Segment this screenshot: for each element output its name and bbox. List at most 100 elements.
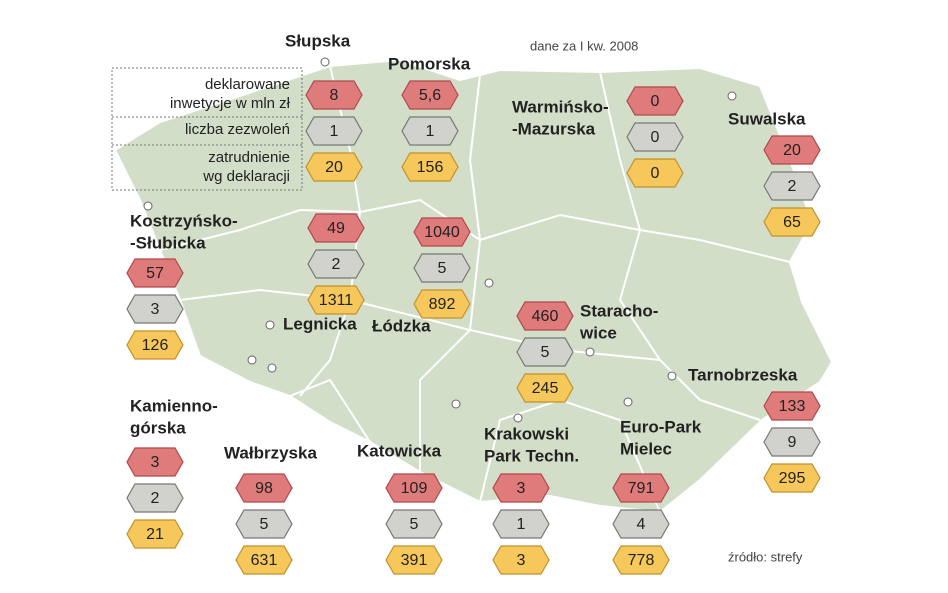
investment-value: 791 (628, 480, 655, 497)
zone: Euro-Park Mielec 791 4 778 (612, 397, 702, 575)
zones: Słupska8120Pomorska5,61156Warmińsko--Maz… (126, 31, 821, 575)
employment-value: 631 (251, 552, 278, 569)
employment-value: 295 (779, 470, 806, 487)
permits-value: 0 (651, 129, 660, 146)
legend-label: wg deklaracji (202, 168, 290, 185)
source: źródło: strefy (728, 549, 803, 564)
permits-hex (413, 253, 471, 283)
permits-value: 9 (788, 434, 797, 451)
permits-hex (516, 337, 574, 367)
city-marker (585, 347, 595, 357)
permits-value: 5 (541, 344, 550, 361)
permits-value: 1 (330, 123, 339, 140)
permits-value: 5 (410, 516, 419, 533)
employment-hex (401, 152, 459, 182)
investment-hex (385, 473, 443, 503)
employment-hex (626, 158, 684, 188)
zone: Staracho-wice 460 5 245 (516, 301, 658, 403)
city-marker (667, 371, 677, 381)
zone-name: Mielec (620, 439, 672, 458)
legend-label: deklarowane (205, 76, 290, 93)
city-marker (484, 278, 494, 288)
zone-name: Krakowski (484, 424, 569, 443)
employment-hex (235, 545, 293, 575)
permits-value: 3 (151, 301, 160, 318)
investment-value: 1040 (424, 224, 460, 241)
zone: Kamienno-górska 3 2 21 (126, 355, 257, 549)
permits-hex (401, 116, 459, 146)
permits-value: 5 (260, 516, 269, 533)
zone: Kostrzyńsko- -Słubicka 57 3 126 (126, 201, 238, 360)
investment-value: 5,6 (419, 87, 441, 104)
zone-name: -Słubicka (130, 233, 206, 252)
city-marker (513, 413, 523, 423)
city-marker (320, 57, 330, 67)
zone-name: -Mazurska (512, 119, 596, 138)
zone-name: Słupska (285, 31, 351, 50)
zone: Warmińsko- -Mazurska 0 0 0 (512, 86, 684, 188)
permits-hex (307, 249, 365, 279)
permits-value: 2 (151, 490, 160, 507)
zone: Tarnobrzeska 133 9 295 (667, 365, 821, 493)
employment-value: 156 (417, 159, 444, 176)
zone-name: Euro-Park (620, 417, 702, 436)
investment-value: 3 (151, 454, 160, 471)
region-borders (159, 65, 791, 513)
permits-value: 2 (788, 178, 797, 195)
employment-hex (516, 373, 574, 403)
permits-hex (305, 116, 363, 146)
city-marker (247, 355, 257, 365)
investment-hex (626, 86, 684, 116)
zone: Legnicka 49 2 1311 (265, 213, 365, 333)
zone: Słupska 8 1 20 (285, 31, 363, 182)
legend: deklarowane inwetycje w mln zł liczba zezw… (112, 76, 302, 185)
investment-value: 8 (330, 87, 339, 104)
employment-value: 126 (142, 337, 169, 354)
permits-value: 2 (332, 256, 341, 273)
zone-name: Park Techn. (484, 446, 579, 465)
zone: Łódzka 1040 5 892 (372, 217, 494, 335)
permits-hex (126, 483, 184, 513)
permits-hex (492, 509, 550, 539)
employment-hex (612, 545, 670, 575)
employment-hex (385, 545, 443, 575)
zone-name: Suwalska (728, 109, 806, 128)
employment-value: 778 (628, 552, 655, 569)
investment-hex (401, 80, 459, 110)
investment-value: 98 (255, 480, 273, 497)
investment-hex (305, 80, 363, 110)
investment-hex (763, 391, 821, 421)
permits-hex (763, 427, 821, 457)
employment-value: 0 (651, 165, 660, 182)
permits-value: 1 (517, 516, 526, 533)
zone-name: Staracho- (580, 301, 658, 320)
investment-value: 133 (779, 398, 806, 415)
investment-hex (612, 473, 670, 503)
zone-name: Łódzka (372, 316, 431, 335)
employment-hex (763, 207, 821, 237)
investment-hex (413, 217, 471, 247)
investment-value: 0 (651, 93, 660, 110)
employment-hex (126, 330, 184, 360)
permits-value: 5 (438, 260, 447, 277)
employment-value: 391 (401, 552, 428, 569)
date-note: dane za I kw. 2008 (530, 38, 638, 53)
permits-value: 1 (426, 123, 435, 140)
permits-hex (126, 294, 184, 324)
employment-hex (492, 545, 550, 575)
zone: Pomorska 5,6 1 156 (388, 54, 471, 182)
permits-hex (385, 509, 443, 539)
employment-value: 3 (517, 552, 526, 569)
permits-hex (235, 509, 293, 539)
zone-name: górska (130, 418, 186, 437)
zone: Katowicka 109 5 391 (357, 399, 461, 575)
employment-value: 892 (429, 296, 456, 313)
zone-name: Pomorska (388, 54, 471, 73)
investment-value: 20 (783, 142, 801, 159)
permits-value: 4 (637, 516, 646, 533)
investment-value: 3 (517, 480, 526, 497)
city-marker (451, 399, 461, 409)
zone-name: Tarnobrzeska (688, 365, 798, 384)
city-marker (267, 363, 277, 373)
investment-hex (307, 213, 365, 243)
